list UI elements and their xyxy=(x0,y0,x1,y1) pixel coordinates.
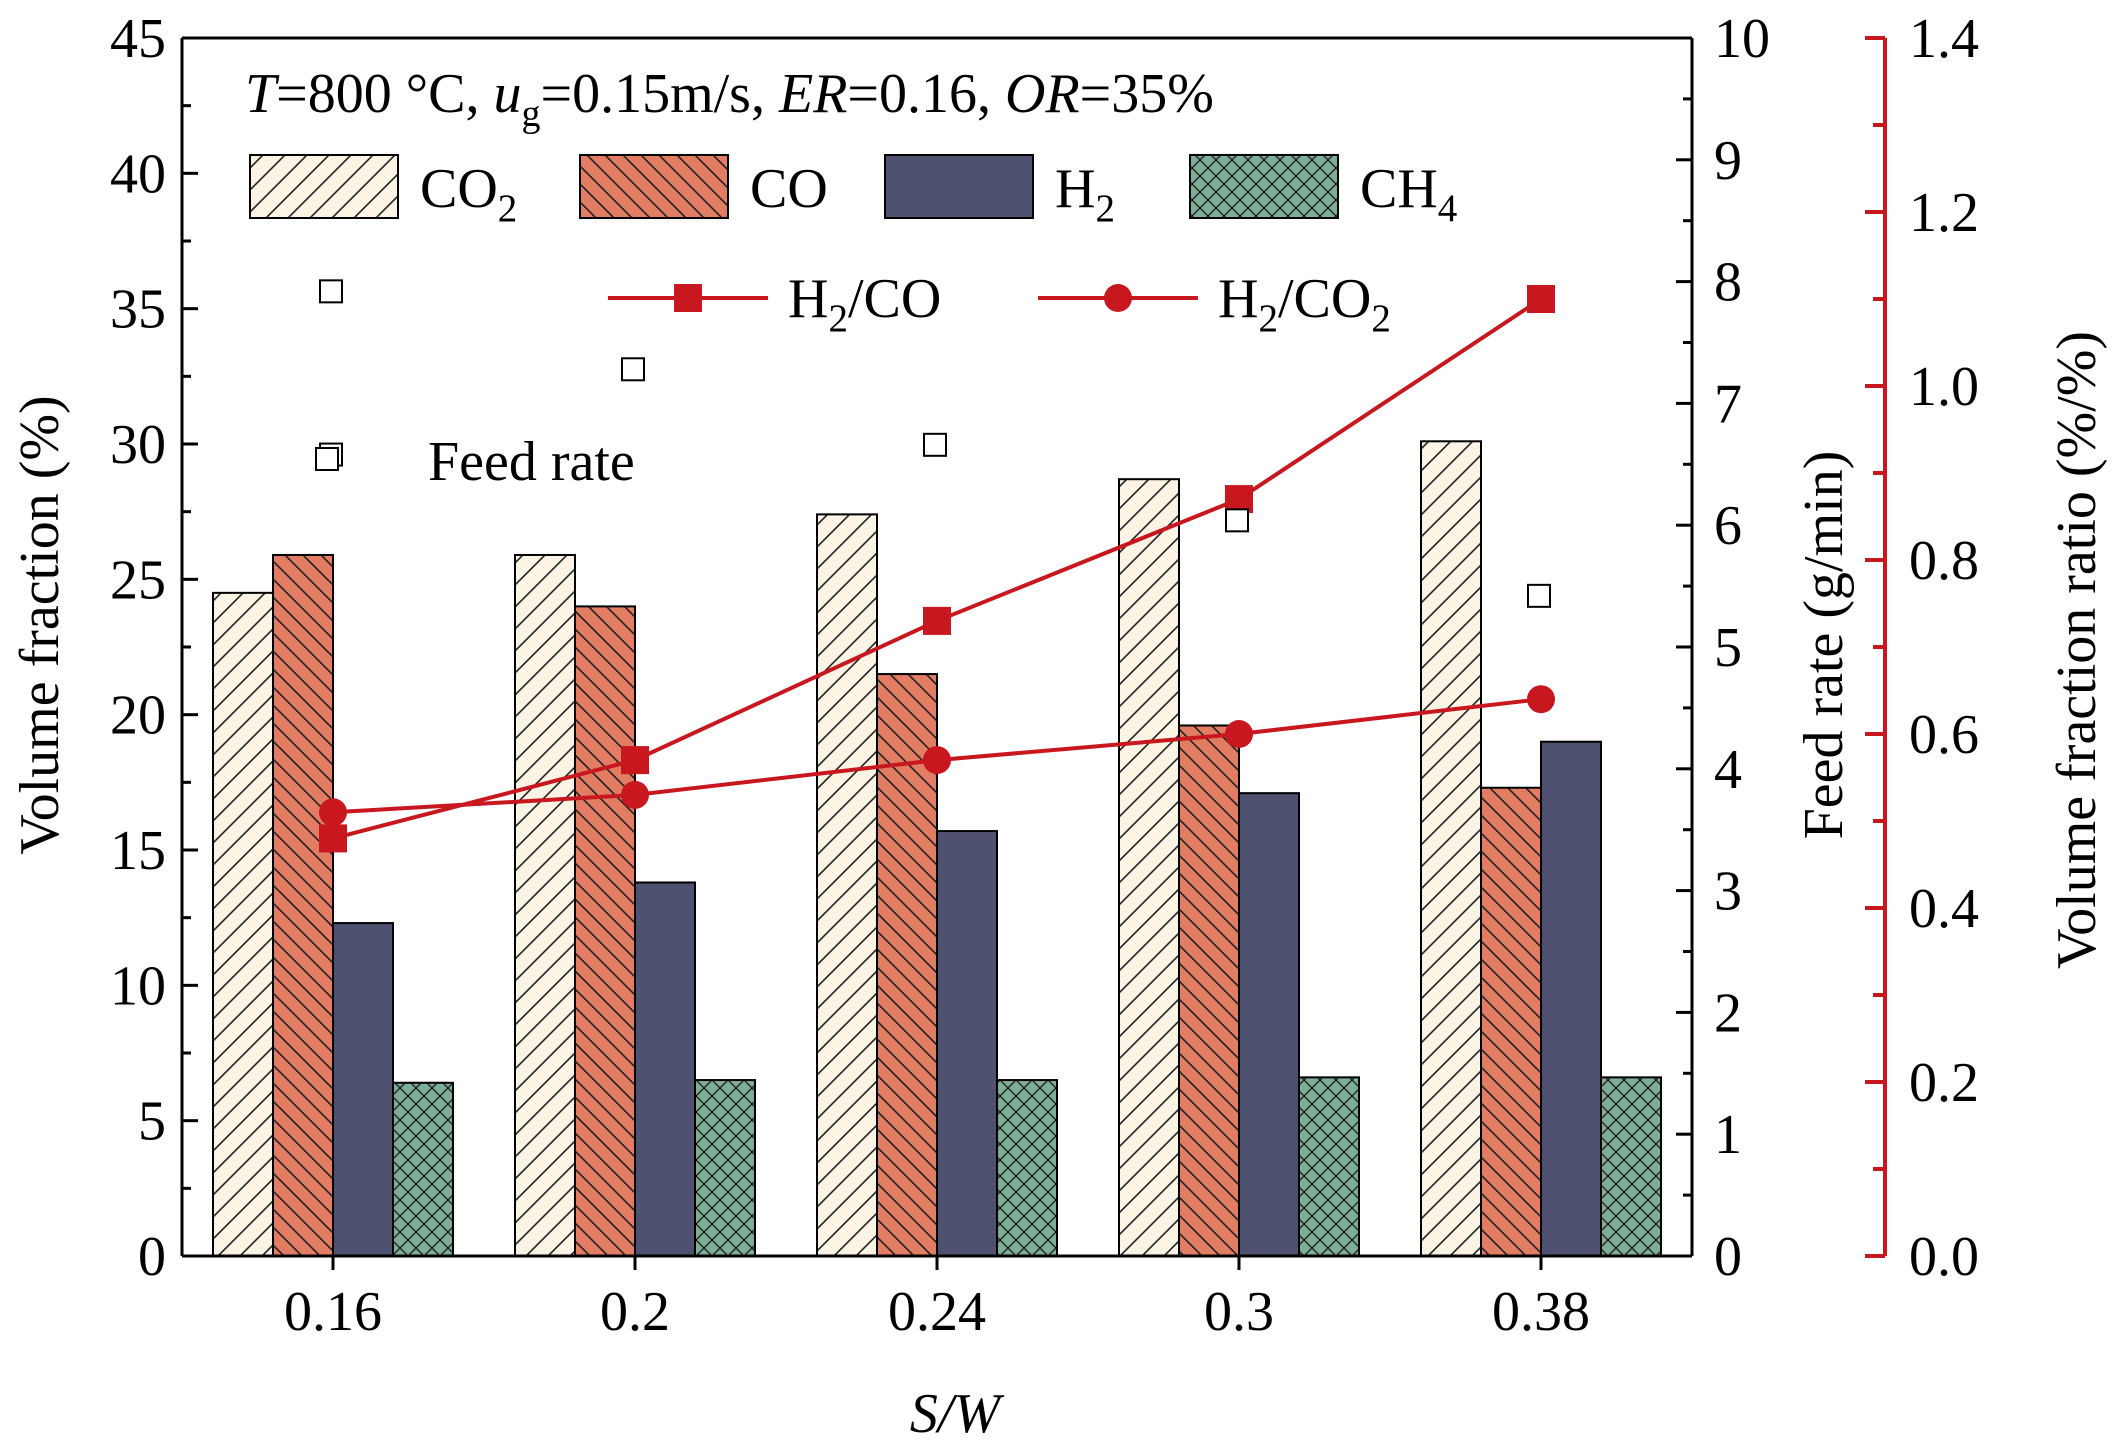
y3-tick-label: 0.2 xyxy=(1909,1052,1979,1114)
bar-ch4-0.38-pattern xyxy=(1601,1077,1661,1256)
point-h2-co-0.38 xyxy=(1527,285,1555,313)
x-tick-label: 0.3 xyxy=(1204,1281,1274,1343)
legend-label-ch4: CH4 xyxy=(1360,158,1457,230)
x-tick-label: 0.24 xyxy=(888,1281,986,1343)
x-tick-label: 0.16 xyxy=(284,1281,382,1343)
y3-tick-label: 0.0 xyxy=(1909,1226,1979,1288)
bars-layer xyxy=(212,440,1662,1258)
point-h2-co2-0.2 xyxy=(621,780,649,809)
y-tick-label: 5 xyxy=(138,1091,166,1153)
bar-ch4-0.2-pattern xyxy=(695,1080,755,1256)
y2-axis-title: Feed rate (g/min) xyxy=(1793,451,1855,840)
y-tick-label: 10 xyxy=(110,955,166,1017)
y3-tick-label: 1.2 xyxy=(1909,182,1979,244)
bar-co-0.2-pattern xyxy=(575,606,635,1256)
legend-label-h2-co: H2/CO xyxy=(788,268,941,340)
legend-swatch-pattern-co xyxy=(580,155,728,218)
feed-rate-point-0.3 xyxy=(1225,508,1249,533)
legend-swatch-outline-co2 xyxy=(249,154,399,219)
feed-rate-point-0.16 xyxy=(319,279,343,304)
y-tick-label: 35 xyxy=(110,279,166,341)
point-h2-co-0.2 xyxy=(621,746,649,775)
y-axis-title: Volume fraction (%) xyxy=(9,395,71,854)
y3-tick-label: 0.6 xyxy=(1909,704,1979,766)
legend-swatch-pattern-co2 xyxy=(250,155,398,218)
bar-co-0.24-pattern xyxy=(877,674,937,1256)
bar-co2-0.3-pattern xyxy=(1119,479,1179,1257)
bar-co2-0.24-pattern xyxy=(817,514,877,1256)
bar-co2-0.2-pattern xyxy=(515,554,575,1256)
y2-tick-label: 10 xyxy=(1714,8,1770,70)
bar-co2-0.38-pattern xyxy=(1421,441,1481,1256)
legend-swatch-pattern-ch4 xyxy=(1190,155,1338,218)
legend-marker-h2-co2 xyxy=(1104,284,1132,312)
feed-rate-point-0.2 xyxy=(621,357,645,382)
condition-annotation: T=800 °C, ug=0.15m/s, ER=0.16, OR=35% xyxy=(245,63,1214,135)
point-h2-co-0.24 xyxy=(923,606,951,635)
legend: CO2 CO H2 CH4 H2/CO H2/CO2 Feed rate xyxy=(249,154,1457,493)
point-h2-co2-0.16 xyxy=(319,798,347,827)
y3-tick-label: 1.4 xyxy=(1909,8,1979,70)
y2-tick-label: 7 xyxy=(1714,373,1742,435)
bar-ch4-0.3-pattern xyxy=(1299,1077,1359,1256)
legend-swatch-outline-co xyxy=(579,154,729,219)
y2-tick-label: 4 xyxy=(1714,739,1742,801)
ratio-lines xyxy=(319,285,1555,853)
y2-tick-label: 8 xyxy=(1714,252,1742,314)
y2-tick-label: 0 xyxy=(1714,1226,1742,1288)
legend-marker-h2-co xyxy=(674,284,702,312)
y2-tick-label: 2 xyxy=(1714,982,1742,1044)
legend-swatch-outline-ch4 xyxy=(1189,154,1339,219)
y-tick-label: 20 xyxy=(110,685,166,747)
bar-h2-0.3 xyxy=(1239,793,1299,1256)
legend-label-feed-rate: Feed rate xyxy=(428,431,635,493)
x-axis-title: S/W xyxy=(910,1383,1005,1445)
bar-h2-0.2 xyxy=(635,882,695,1256)
legend-label-co: CO xyxy=(750,158,828,220)
legend-swatch-outline-h2 xyxy=(884,154,1034,219)
y2-tick-label: 6 xyxy=(1714,495,1742,557)
bar-ch4-0.16-pattern xyxy=(393,1082,453,1256)
point-h2-co2-0.38 xyxy=(1527,685,1555,714)
y2-tick-label: 1 xyxy=(1714,1104,1742,1166)
point-h2-co2-0.24 xyxy=(923,746,951,775)
point-h2-co2-0.3 xyxy=(1225,720,1253,748)
y3-tick-label: 0.8 xyxy=(1909,530,1979,592)
y-tick-label: 45 xyxy=(110,8,166,70)
bar-h2-0.24 xyxy=(937,831,997,1256)
bar-co2-0.16-pattern xyxy=(213,592,273,1256)
y3-tick-label: 1.0 xyxy=(1909,356,1979,418)
bar-ch4-0.24-pattern xyxy=(997,1080,1057,1256)
y3-axis-title: Volume fraction ratio (%/%) xyxy=(2046,331,2108,969)
legend-label-h2: H2 xyxy=(1055,158,1115,230)
y2-tick-label: 3 xyxy=(1714,861,1742,923)
bar-h2-0.38 xyxy=(1541,741,1601,1256)
y2-tick-label: 5 xyxy=(1714,617,1742,679)
feed-rate-point-0.24 xyxy=(923,432,947,457)
y2-tick-label: 9 xyxy=(1714,130,1742,192)
bar-co-0.38-pattern xyxy=(1481,787,1541,1256)
point-h2-co-0.16 xyxy=(319,824,347,853)
bar-co-0.3-pattern xyxy=(1179,725,1239,1256)
y-tick-label: 40 xyxy=(110,143,166,205)
y3-tick-label: 0.4 xyxy=(1909,878,1979,940)
feed-rate-points xyxy=(319,279,1551,608)
y-tick-label: 0 xyxy=(138,1226,166,1288)
x-tick-label: 0.38 xyxy=(1492,1281,1590,1343)
legend-swatch-h2 xyxy=(885,155,1033,218)
legend-label-h2-co2: H2/CO2 xyxy=(1218,268,1391,340)
x-tick-label: 0.2 xyxy=(600,1281,670,1343)
bar-co-0.16-pattern xyxy=(273,554,333,1256)
y-tick-label: 30 xyxy=(110,414,166,476)
legend-label-co2: CO2 xyxy=(420,158,517,230)
y-tick-label: 25 xyxy=(110,549,166,611)
y-tick-label: 15 xyxy=(110,820,166,882)
feed-rate-point-0.38 xyxy=(1527,583,1551,608)
legend-marker-feed-rate xyxy=(315,447,339,471)
bar-h2-0.16 xyxy=(333,923,393,1256)
